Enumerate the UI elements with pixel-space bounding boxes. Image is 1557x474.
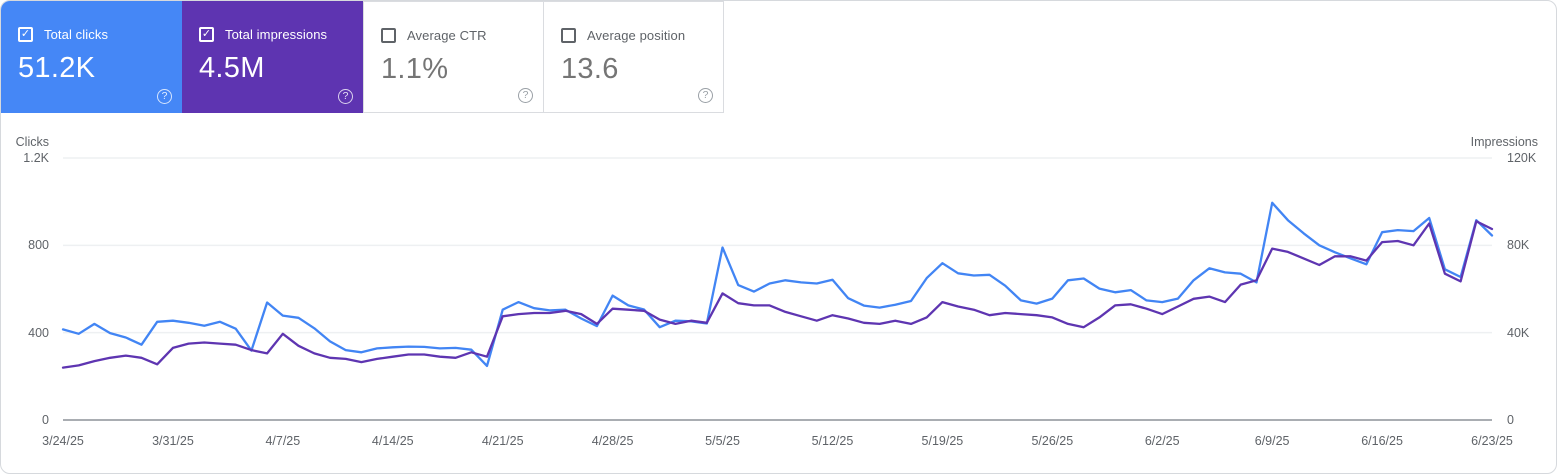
average-position-value: 13.6	[561, 53, 619, 85]
x-axis-label: 3/24/25	[42, 434, 84, 448]
help-icon[interactable]: ?	[518, 88, 533, 103]
left-axis-title: Clicks	[15, 135, 49, 149]
x-axis-label: 5/19/25	[921, 434, 964, 448]
card-label: Total impressions	[225, 26, 328, 42]
series-line-total-impressions	[61, 220, 1494, 369]
x-axis-label: 4/28/25	[591, 434, 634, 448]
x-axis-label: 5/5/25	[705, 434, 740, 448]
x-axis-label: 6/2/25	[1144, 434, 1180, 448]
right-axis-tick: 80K	[1507, 238, 1530, 253]
average-ctr-checkbox[interactable]	[381, 27, 396, 43]
card-label: Average position	[587, 27, 686, 43]
metric-cards: ✓ Total clicks 51.2K ? ✓ Total impressio…	[1, 1, 724, 113]
total-clicks-value: 51.2K	[18, 52, 96, 84]
x-axis-label: 4/21/25	[481, 434, 524, 448]
total-clicks-checkbox[interactable]: ✓	[18, 26, 33, 42]
x-axis-label: 5/26/25	[1031, 434, 1074, 448]
left-axis-tick: 400	[28, 325, 49, 340]
x-axis-label: 4/14/25	[371, 434, 414, 448]
performance-chart[interactable]: Clicks Impressions 0 400 800 1.2K 0 40K 80K 120…	[1, 131, 1557, 474]
help-icon[interactable]: ?	[157, 89, 172, 104]
card-label: Average CTR	[407, 27, 487, 43]
card-average-ctr[interactable]: Average CTR 1.1% ?	[363, 1, 544, 113]
left-axis-tick: 0	[42, 413, 49, 427]
right-axis-tick: 0	[1507, 413, 1514, 427]
x-axis-label: 3/31/25	[152, 434, 194, 448]
left-axis-tick: 1.2K	[23, 151, 49, 165]
card-label: Total clicks	[44, 26, 109, 42]
x-axis-label: 6/9/25	[1254, 434, 1290, 448]
card-header: ✓ Total clicks	[18, 26, 166, 42]
help-icon[interactable]: ?	[338, 89, 353, 104]
x-axis-label: 6/23/25	[1471, 434, 1513, 448]
line-plot[interactable]	[1, 131, 1557, 474]
card-average-position[interactable]: Average position 13.6 ?	[543, 1, 724, 113]
total-impressions-checkbox[interactable]: ✓	[199, 26, 214, 42]
help-icon[interactable]: ?	[698, 88, 713, 103]
total-impressions-value: 4.5M	[199, 52, 265, 84]
x-axis-label: 5/12/25	[811, 434, 854, 448]
left-axis-tick: 800	[28, 238, 49, 253]
x-axis-label: 4/7/25	[265, 434, 301, 448]
right-axis-title: Impressions	[1470, 135, 1538, 149]
card-header: ✓ Total impressions	[199, 26, 347, 42]
card-header: Average CTR	[381, 27, 527, 43]
x-axis-label: 6/16/25	[1361, 434, 1403, 448]
average-ctr-value: 1.1%	[381, 53, 449, 85]
right-axis-tick: 120K	[1507, 151, 1537, 165]
card-header: Average position	[561, 27, 707, 43]
card-total-impressions[interactable]: ✓ Total impressions 4.5M ?	[182, 1, 363, 113]
average-position-checkbox[interactable]	[561, 27, 576, 43]
right-axis-tick: 40K	[1507, 325, 1530, 340]
card-total-clicks[interactable]: ✓ Total clicks 51.2K ?	[1, 1, 182, 113]
